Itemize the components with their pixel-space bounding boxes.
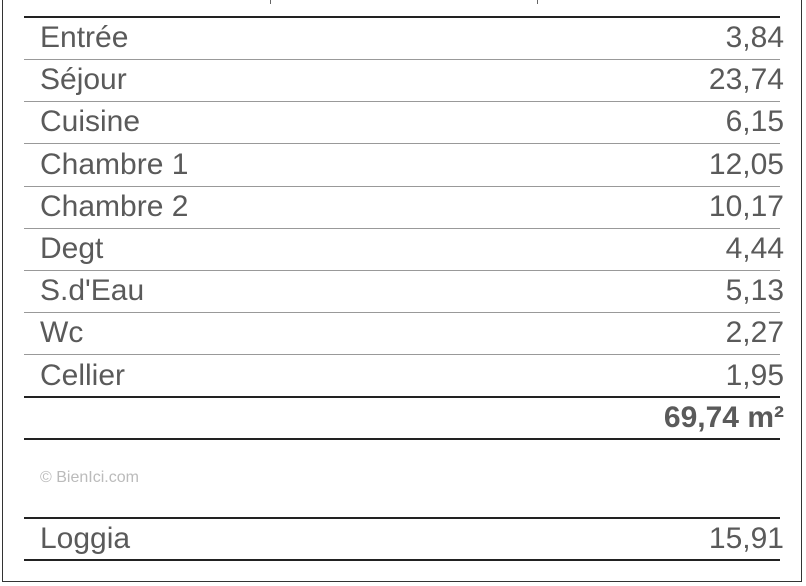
room-area: 1,95 xyxy=(725,358,784,392)
room-row: Cellier 1,95 xyxy=(40,355,784,397)
room-name: Séjour xyxy=(40,63,127,97)
room-area: 5,13 xyxy=(725,274,784,308)
room-name: Cellier xyxy=(40,358,126,392)
row-divider xyxy=(24,59,780,60)
room-area: 6,15 xyxy=(725,105,784,139)
room-area: 12,05 xyxy=(708,147,784,181)
row-divider xyxy=(24,227,780,229)
room-row: Degt 4,44 xyxy=(40,228,784,270)
annex-top-rule xyxy=(24,517,780,519)
total-row: 69,74 m² xyxy=(40,397,784,439)
row-divider xyxy=(24,101,780,103)
annex-row: Loggia 15,91 xyxy=(40,518,784,560)
room-row: Entrée 3,84 xyxy=(40,17,784,59)
row-divider xyxy=(24,312,780,314)
frame-tick xyxy=(537,0,538,4)
row-divider xyxy=(24,143,780,145)
room-row: Chambre 2 10,17 xyxy=(40,186,784,228)
row-divider xyxy=(24,270,780,271)
total-top-rule xyxy=(24,396,780,398)
room-area: 23,74 xyxy=(708,63,784,97)
room-area: 2,27 xyxy=(725,316,784,350)
room-name: Chambre 1 xyxy=(40,147,189,181)
room-row: Séjour 23,74 xyxy=(40,59,784,101)
room-row: Cuisine 6,15 xyxy=(40,101,784,143)
room-name: S.d'Eau xyxy=(40,274,145,308)
watermark: © BienIci.com xyxy=(40,469,139,486)
room-name: Entrée xyxy=(40,21,129,54)
room-area: 4,44 xyxy=(725,232,784,265)
room-row: Wc 2,27 xyxy=(40,312,784,354)
room-name: Loggia xyxy=(40,522,131,555)
room-area: 10,17 xyxy=(708,189,784,223)
room-name: Degt xyxy=(40,232,104,265)
room-row: Chambre 1 12,05 xyxy=(40,144,784,186)
room-row: S.d'Eau 5,13 xyxy=(40,270,784,312)
room-area: 3,84 xyxy=(725,21,784,54)
room-name: Cuisine xyxy=(40,105,141,139)
annex-bottom-rule xyxy=(24,559,780,561)
room-name: Wc xyxy=(40,316,84,350)
total-bottom-rule xyxy=(24,438,780,440)
frame-tick xyxy=(270,0,271,4)
row-divider xyxy=(24,185,780,187)
room-name: Chambre 2 xyxy=(40,189,189,223)
total-area: 69,74 m² xyxy=(663,401,784,434)
row-divider xyxy=(24,354,780,356)
table-top-rule xyxy=(24,16,780,18)
room-area: 15,91 xyxy=(708,522,784,555)
